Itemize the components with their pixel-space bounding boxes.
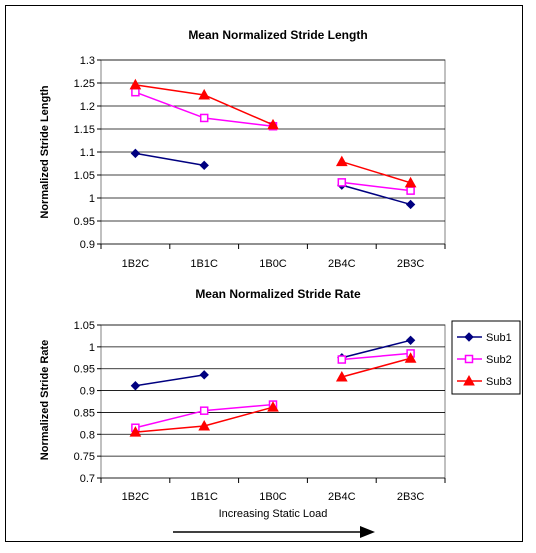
data-point-sub2 (337, 355, 347, 364)
series-line-sub2 (204, 117, 274, 127)
x-tick-label: 2B3C (397, 258, 425, 270)
data-point-sub3 (267, 118, 279, 130)
series-line-sub3 (135, 425, 205, 433)
y-tick-label: 0.75 (74, 451, 95, 463)
legend-marker-sub1 (464, 332, 474, 342)
data-point-sub2 (199, 113, 209, 123)
x-tick-label: 1B0C (259, 258, 287, 270)
series-line-sub2 (204, 403, 274, 412)
series-line-sub2 (341, 181, 411, 192)
y-tick-label: 1.05 (74, 170, 95, 182)
legend-marker-sub2 (464, 354, 474, 364)
series-line-sub1 (341, 339, 411, 359)
data-point-sub3 (404, 352, 417, 363)
y-tick-label: 1 (89, 342, 95, 354)
data-point-sub3 (404, 176, 417, 188)
y-tick-label: 1.3 (80, 55, 95, 67)
x-tick-label: 2B4C (328, 258, 356, 270)
x-tick-label: 2B4C (328, 491, 356, 503)
arrow-head (360, 526, 375, 538)
x-tick-label: 1B1C (190, 258, 218, 270)
data-point-sub3 (267, 401, 279, 412)
series-line-sub1 (135, 374, 205, 387)
series-line-sub1 (341, 184, 411, 206)
data-point-sub1 (199, 160, 209, 171)
chart-title: Mean Normalized Stride Length (188, 28, 367, 42)
data-point-sub1 (405, 199, 416, 210)
x-tick-label: 1B0C (259, 491, 287, 503)
y-tick-label: 1.15 (74, 124, 95, 136)
series-line-sub3 (203, 94, 274, 126)
data-point-sub1 (199, 370, 209, 380)
data-point-sub1 (405, 335, 416, 346)
y-tick-label: 0.7 (80, 473, 95, 485)
series-line-sub3 (204, 406, 274, 427)
series-line-sub3 (341, 160, 411, 184)
x-tick-label: 2B3C (397, 491, 425, 503)
data-point-sub3 (198, 88, 211, 100)
series-line-sub2 (135, 91, 205, 119)
data-point-sub2 (199, 406, 209, 415)
x-tick-label: 1B2C (122, 491, 150, 503)
legend (451, 320, 521, 395)
data-point-sub2 (337, 178, 347, 187)
x-tick-label: 1B2C (122, 258, 150, 270)
data-point-sub3 (335, 370, 348, 382)
data-point-sub1 (130, 381, 141, 391)
y-tick-label: 0.95 (74, 364, 95, 376)
data-point-sub3 (129, 78, 142, 90)
chart-title: Mean Normalized Stride Rate (195, 287, 361, 301)
y-tick-label: 1 (89, 193, 95, 205)
data-point-sub3 (198, 419, 211, 431)
y-tick-label: 0.8 (80, 429, 95, 441)
series-line-sub3 (341, 357, 411, 378)
legend-marker-sub3 (463, 374, 475, 386)
y-tick-label: 1.1 (80, 147, 95, 159)
data-point-sub3 (129, 426, 142, 437)
y-tick-label: 1.25 (74, 78, 95, 90)
data-point-sub2 (131, 87, 140, 97)
series-line-sub3 (135, 84, 205, 96)
x-tick-label: 1B1C (190, 491, 218, 503)
x-axis-label: Increasing Static Load (219, 508, 328, 520)
series-line-sub1 (135, 152, 205, 167)
data-point-sub3 (335, 155, 348, 167)
data-point-sub1 (130, 148, 141, 159)
y-tick-label: 0.95 (74, 216, 95, 228)
y-tick-label: 0.85 (74, 407, 95, 419)
legend-label-sub1: Sub1 (486, 332, 512, 344)
legend-label-sub2: Sub2 (486, 354, 512, 366)
legend-label-sub3: Sub3 (486, 376, 512, 388)
y-tick-label: 0.9 (80, 386, 95, 398)
data-point-sub2 (406, 186, 415, 195)
y-tick-label: 1.2 (80, 101, 95, 113)
series-line-sub2 (341, 352, 411, 361)
y-tick-label: 0.9 (80, 239, 95, 251)
y-axis-label: Normalized Stride Length (39, 85, 51, 219)
y-axis-label: Normalized Stride Rate (39, 340, 51, 460)
y-tick-label: 1.05 (74, 320, 95, 332)
series-line-sub2 (135, 409, 205, 429)
